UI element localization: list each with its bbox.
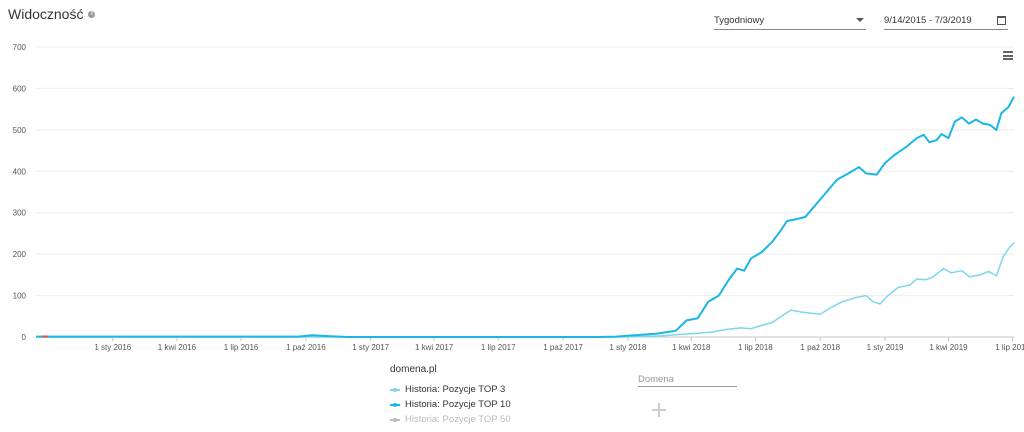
info-icon[interactable]: i — [88, 10, 96, 18]
date-range-value: 9/14/2015 - 7/3/2019 — [884, 14, 972, 26]
x-tick-label: 1 lip 2019 — [995, 343, 1024, 352]
legend-item-top10[interactable]: Historia: Pozycje TOP 10 — [390, 399, 511, 410]
x-tick-label: 1 paź 2017 — [543, 343, 583, 352]
y-tick-label: 600 — [13, 84, 27, 93]
x-tick-label: 1 sty 2019 — [867, 343, 904, 352]
chart-series — [36, 96, 1015, 338]
x-tick-label: 1 lip 2017 — [481, 343, 516, 352]
chart-grid — [36, 46, 1014, 338]
y-tick-label: 500 — [13, 126, 27, 135]
series-line-top3 — [36, 241, 1015, 338]
y-tick-label: 400 — [13, 167, 27, 176]
x-tick-label: 1 kwi 2019 — [929, 343, 968, 352]
legend-marker — [390, 387, 400, 393]
y-tick-label: 300 — [13, 209, 27, 218]
x-tick-label: 1 sty 2016 — [94, 343, 131, 352]
hamburger-menu-icon[interactable] — [1003, 51, 1013, 60]
legend-item-top50[interactable]: Historia: Pozycje TOP 50 — [390, 414, 511, 425]
x-tick-label: 1 kwi 2016 — [158, 343, 197, 352]
legend-label: Historia: Pozycje TOP 10 — [405, 399, 511, 410]
x-axis: 1 sty 2016 1 kwi 2016 1 lip 2016 1 paź 2016… — [94, 337, 1024, 352]
legend-domain-label: domena.pl — [390, 364, 437, 375]
add-domain-plus-icon[interactable] — [652, 403, 666, 417]
x-tick-label: 1 lip 2016 — [224, 343, 259, 352]
interval-select[interactable]: Tygodniowy — [714, 11, 866, 30]
legend-label: Historia: Pozycje TOP 3 — [405, 384, 506, 395]
y-tick-label: 700 — [13, 43, 27, 52]
chart-title: Widoczność i — [8, 6, 96, 22]
series-line-top10 — [36, 96, 1015, 338]
date-range-picker[interactable]: 9/14/2015 - 7/3/2019 — [884, 11, 1008, 30]
legend-item-top3[interactable]: Historia: Pozycje TOP 3 — [390, 384, 505, 395]
x-tick-label: 1 kwi 2017 — [415, 343, 454, 352]
x-tick-label: 1 paź 2016 — [286, 343, 326, 352]
chart-title-text: Widoczność — [8, 6, 84, 22]
start-marker — [42, 335, 48, 338]
interval-select-value: Tygodniowy — [714, 14, 765, 26]
x-tick-label: 1 paź 2018 — [800, 343, 840, 352]
legend-label: Historia: Pozycje TOP 50 — [405, 414, 511, 425]
chevron-down-icon — [856, 18, 864, 22]
legend-marker — [390, 417, 400, 423]
y-tick-label: 200 — [13, 250, 27, 259]
calendar-icon — [997, 15, 1006, 25]
domain-input[interactable] — [638, 372, 737, 387]
x-tick-label: 1 sty 2018 — [609, 343, 646, 352]
visibility-chart: 0 100 200 300 400 500 600 700 1 sty 2016 1 kwi 2… — [13, 43, 1024, 352]
legend-marker — [390, 402, 400, 408]
x-tick-label: 1 sty 2017 — [352, 343, 389, 352]
y-tick-label: 100 — [13, 292, 27, 301]
x-tick-label: 1 kwi 2018 — [672, 343, 711, 352]
x-tick-label: 1 lip 2018 — [738, 343, 773, 352]
y-tick-label: 0 — [22, 333, 27, 342]
y-axis: 0 100 200 300 400 500 600 700 — [13, 43, 27, 342]
